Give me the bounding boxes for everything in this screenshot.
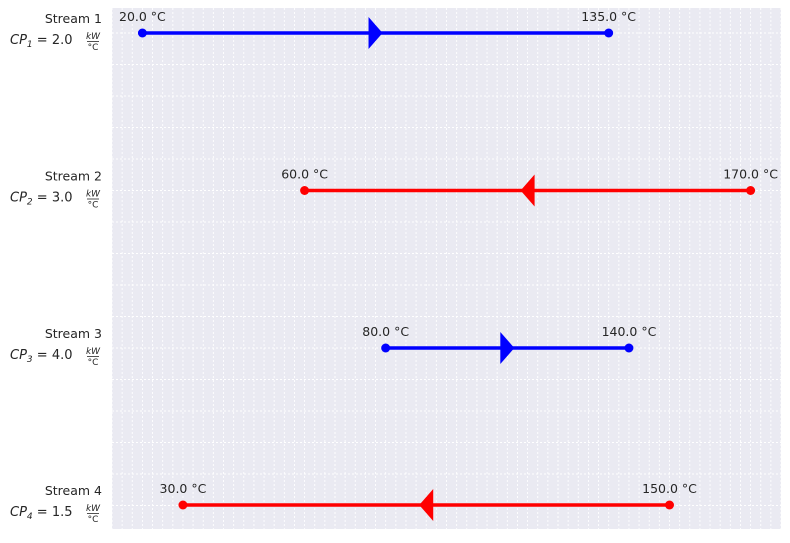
cp-unit-denominator: °C [88,43,99,53]
stream-1: 20.0 °C 135.0 °C Stream 1 CP1 = 2.0 kW°C [10,9,636,53]
cp-label: CP3 = 4.0 [10,348,73,365]
direction-arrow [500,332,515,364]
stream-name-label: Stream 2 [45,169,102,184]
cp-unit-numerator: kW [86,32,101,42]
cp-unit-numerator: kW [86,504,101,514]
stream-end-point [178,500,188,510]
cp-label: CP1 = 2.0 [10,33,73,50]
end-temperature-label: 140.0 °C [602,324,657,339]
end-temperature-label: 135.0 °C [581,9,636,24]
start-temperature-label: 80.0 °C [362,324,409,339]
start-temperature-label: 20.0 °C [119,9,166,24]
stream-start-point [665,500,674,510]
direction-arrow [419,489,434,521]
stream-start-point [381,343,391,353]
end-temperature-label: 60.0 °C [281,167,328,182]
cp-unit-denominator: °C [88,358,99,368]
cp-unit-numerator: kW [86,190,101,200]
stream-start-point [137,28,147,38]
stream-name-label: Stream 4 [45,483,102,498]
stream-name-label: Stream 1 [45,11,102,26]
stream-end-point [300,186,310,195]
end-temperature-label: 30.0 °C [160,481,207,496]
stream-4: 150.0 °C 30.0 °C Stream 4 CP4 = 1.5 kW°C [10,481,697,525]
start-temperature-label: 170.0 °C [723,167,778,182]
stream-2: 170.0 °C 60.0 °C Stream 2 CP2 = 3.0 kW°C [10,167,778,211]
direction-arrow [520,174,535,207]
cp-unit-numerator: kW [86,347,101,357]
stream-name-label: Stream 3 [45,326,102,341]
cp-unit-denominator: °C [88,515,99,525]
start-temperature-label: 150.0 °C [642,481,697,496]
cp-unit-denominator: °C [88,201,99,211]
stream-3: 80.0 °C 140.0 °C Stream 3 CP3 = 4.0 kW°C [10,324,657,368]
stream-end-point [624,343,634,353]
cp-label: CP2 = 3.0 [10,191,73,208]
cp-label: CP4 = 1.5 [10,505,73,522]
stream-start-point [746,186,756,195]
direction-arrow [368,17,383,49]
stream-end-point [604,28,614,38]
